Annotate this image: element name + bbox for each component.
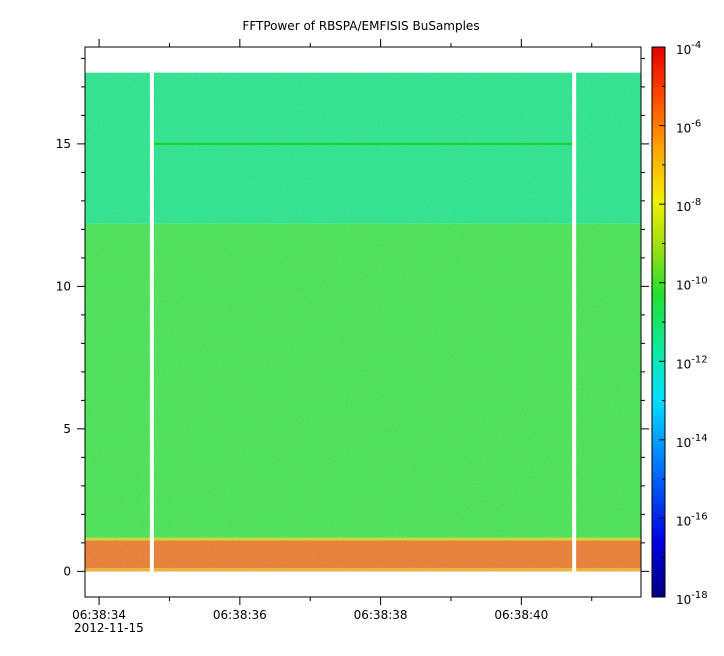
y-tick-label: 0 <box>63 564 71 578</box>
y-tick-label: 10 <box>56 279 71 293</box>
y-axis: 0 5 10 15 <box>56 57 649 578</box>
colorbar-tick-label: 10-18 <box>676 590 708 607</box>
colorbar-tick-label: 10-6 <box>676 119 701 136</box>
x-tick-label: 06:38:34 <box>72 608 126 622</box>
colorbar-tick-label: 10-10 <box>676 276 708 293</box>
colorbar-tick-label: 10-16 <box>676 511 708 528</box>
spectrogram-texture <box>85 72 641 572</box>
colorbar-tick-label: 10-8 <box>676 197 701 214</box>
data-gap-0 <box>149 72 154 572</box>
x-tick-label: 06:38:38 <box>354 608 408 622</box>
plot-frame <box>84 46 642 598</box>
y-tick-label: 5 <box>63 422 71 436</box>
x-axis-date-label: 2012-11-15 <box>74 621 144 635</box>
x-axis: 06:38:34 06:38:36 06:38:38 06:38:40 <box>72 39 593 622</box>
data-gap-1 <box>572 72 577 572</box>
colorbar: 10-4 10-6 10-8 10-10 10-12 10-14 10-16 10-18 <box>651 40 708 607</box>
colorbar-tick-label: 10-4 <box>676 40 701 57</box>
x-tick-label: 06:38:36 <box>213 608 267 622</box>
plot-area <box>85 72 641 572</box>
y-tick-label: 15 <box>56 137 71 151</box>
chart-title: FFTPower of RBSPA/EMFISIS BuSamples <box>242 19 479 33</box>
colorbar-tick-label: 10-14 <box>676 433 708 450</box>
x-tick-label: 06:38:40 <box>494 608 548 622</box>
colorbar-tick-label: 10-12 <box>676 354 708 371</box>
